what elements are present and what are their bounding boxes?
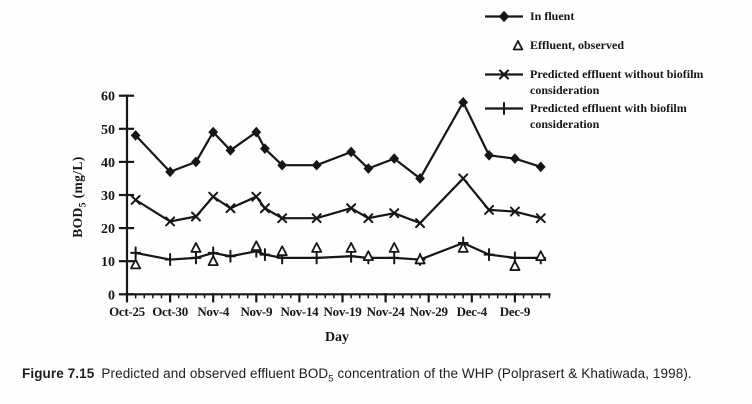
triangle-marker-icon: [190, 242, 202, 253]
legend-item-effluent-observed: Effluent, observed: [484, 37, 750, 53]
diamond-marker-icon: [260, 143, 270, 155]
x-marker-icon: [509, 206, 520, 217]
series-predicted-with-biofilm: [130, 236, 547, 267]
series-predicted-without-biofilm: [130, 173, 546, 229]
series-line: [134, 101, 542, 180]
x-marker-icon: [535, 213, 546, 224]
figure-caption-text: Predicted and observed effluent BOD5 con…: [101, 366, 692, 385]
x-tick-label: Nov-24: [367, 304, 406, 319]
y-axis-title-units: (mg/L): [70, 156, 85, 203]
predicted-with-plus-line-icon: [485, 102, 523, 115]
legend-item-influent: In fluent: [484, 8, 750, 24]
x-tick-label: Nov-29: [410, 304, 449, 319]
x-marker-icon: [458, 173, 469, 184]
x-marker-icon: [251, 191, 262, 202]
x-tick-label: Nov-19: [324, 304, 363, 319]
x-marker-icon: [484, 204, 495, 215]
triangle-marker-icon: [388, 242, 400, 253]
predicted-without-x-line-icon: [485, 69, 523, 80]
triangle-marker-icon: [250, 240, 262, 252]
legend-item-predicted-without-biofilm: Predicted effluent without biofilm consi…: [484, 66, 750, 98]
bod-line-chart: 0 10 20 30 40 50 60 Oct-25 Oct-30 Nov-4 Nov-9 Nov-1…: [101, 90, 551, 319]
diamond-marker-icon: [389, 153, 400, 164]
x-marker-icon: [165, 216, 176, 227]
y-tick-label: 30: [101, 189, 115, 204]
diamond-marker-icon: [346, 146, 356, 158]
caption-text-prefix: Predicted and observed effluent BOD: [101, 366, 329, 381]
effluent-observed-triangle-icon: [512, 40, 524, 51]
x-marker-icon: [346, 203, 357, 214]
diamond-marker-icon: [510, 153, 520, 164]
y-axis-title-subscript: 5: [78, 202, 89, 208]
x-axis-title: Day: [324, 330, 350, 345]
y-tick-label: 40: [101, 156, 115, 171]
triangle-marker-icon: [130, 258, 142, 270]
x-marker-icon: [190, 211, 201, 222]
triangle-marker-icon: [311, 242, 323, 253]
x-marker-icon: [311, 213, 322, 224]
x-marker-icon: [225, 203, 236, 214]
x-tick-label: Oct-30: [152, 304, 188, 319]
x-marker-icon: [415, 218, 426, 229]
x-tick-label: Oct-25: [109, 304, 146, 319]
diamond-marker-icon: [225, 144, 236, 156]
diamond-marker-icon: [191, 156, 201, 168]
diamond-marker-icon: [208, 126, 219, 138]
figure-caption: Figure 7.15 Predicted and observed efflue…: [22, 366, 746, 385]
x-tick-label: Dec-4: [457, 304, 488, 319]
x-marker-icon: [363, 213, 374, 224]
diamond-marker-icon: [277, 159, 288, 171]
legend-label-predicted-with-biofilm: Predicted effluent with biofilm consider…: [530, 101, 687, 131]
x-tick-label: Nov-4: [197, 304, 230, 319]
x-marker-icon: [259, 203, 270, 214]
diamond-marker-icon: [130, 130, 141, 141]
x-marker-icon: [389, 208, 400, 219]
x-marker-icon: [277, 213, 288, 224]
series-influent: [130, 96, 546, 184]
x-tick-label: Nov-14: [280, 304, 319, 319]
x-tick-label: Nov-9: [240, 304, 273, 319]
legend-item-predicted-with-biofilm: Predicted effluent with biofilm consider…: [484, 100, 750, 132]
y-tick-label: 50: [101, 123, 115, 138]
legend-label-effluent-observed: Effluent, observed: [530, 38, 624, 52]
diamond-marker-icon: [363, 163, 374, 174]
x-marker-icon: [130, 194, 141, 205]
x-marker-icon: [208, 191, 219, 202]
diamond-marker-icon: [165, 166, 175, 178]
y-tick-label: 10: [101, 255, 115, 270]
diamond-marker-icon: [415, 173, 425, 184]
triangle-marker-icon: [509, 260, 521, 271]
diamond-marker-icon: [311, 159, 322, 171]
triangle-marker-icon: [362, 250, 374, 262]
y-axis-title-text: BOD: [70, 207, 85, 238]
y-tick-label: 20: [101, 222, 115, 237]
diamond-marker-icon: [251, 126, 262, 138]
triangle-marker-icon: [414, 253, 426, 265]
caption-text-suffix: concentration of the WHP (Polprasert & K…: [333, 366, 692, 381]
y-tick-label: 60: [101, 90, 115, 105]
x-tick-label: Dec-9: [500, 304, 531, 319]
figure-caption-label: Figure 7.15: [22, 366, 95, 381]
legend-label-influent: In fluent: [530, 9, 575, 23]
legend-label-predicted-without-biofilm: Predicted effluent without biofilm consi…: [530, 67, 704, 97]
caption-text-subscript: 5: [328, 373, 334, 385]
triangle-marker-icon: [207, 255, 219, 266]
diamond-marker-icon: [458, 96, 469, 108]
influent-diamond-line-icon: [485, 10, 523, 23]
triangle-marker-icon: [276, 245, 288, 257]
y-tick-label: 0: [108, 288, 115, 303]
y-axis-title: BOD5 (mg/L): [70, 132, 89, 262]
triangle-marker-icon: [457, 242, 469, 253]
triangle-marker-icon: [345, 242, 357, 253]
diamond-marker-icon: [535, 161, 546, 173]
diamond-marker-icon: [484, 149, 494, 161]
triangle-marker-icon: [535, 250, 547, 262]
chart-legend: In fluent Effluent, observed Predicted e…: [484, 8, 750, 145]
series-effluent-observed: [130, 240, 547, 271]
